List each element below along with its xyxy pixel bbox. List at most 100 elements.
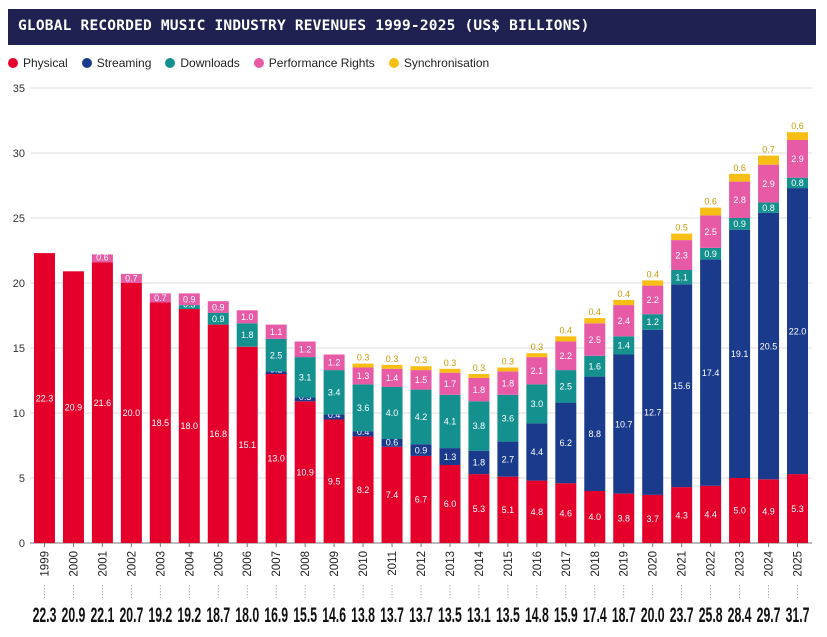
bar-physical (468, 474, 490, 543)
x-tick-label: 2019 (619, 551, 631, 577)
y-tick-label: 15 (13, 343, 25, 355)
data-label: 2.9 (762, 179, 775, 189)
bar-synchronisation (613, 299, 635, 306)
chart-title: GLOBAL RECORDED MUSIC INDUSTRY REVENUES … (18, 18, 590, 34)
bar-physical (236, 346, 258, 543)
bar-physical (149, 302, 171, 543)
bar-streaming (700, 259, 722, 486)
data-label: 2.2 (560, 351, 573, 361)
x-tick-label: 2016 (532, 551, 544, 577)
data-label: 0.8 (791, 178, 804, 188)
bar-synchronisation (410, 366, 432, 371)
legend-swatch (165, 58, 176, 68)
legend-label: Performance Rights (268, 56, 375, 70)
bar-physical (555, 483, 577, 543)
data-label: 17.4 (702, 368, 720, 378)
x-tick-label: 2000 (68, 551, 80, 577)
data-label: 0.9 (212, 302, 225, 312)
bar-downloads (178, 305, 200, 309)
bar-streaming (729, 229, 751, 478)
bar-downloads (323, 370, 345, 415)
bar-performance-rights (294, 341, 316, 358)
data-label: 1.1 (675, 272, 688, 282)
bar-physical (120, 283, 142, 543)
legend-item-1: Streaming (81, 56, 152, 70)
data-label: 0.3 (531, 342, 544, 352)
data-label: 0.4 (560, 325, 573, 335)
data-label: 0.7 (125, 274, 138, 284)
data-label: 2.2 (646, 295, 659, 305)
bar-performance-rights (149, 293, 171, 303)
data-label: 1.2 (299, 345, 312, 355)
data-label: 8.8 (589, 429, 602, 439)
bar-downloads (584, 355, 606, 377)
bar-performance-rights (91, 254, 113, 263)
total-label: 18.7 (206, 602, 230, 627)
x-tick-label: 2010 (358, 551, 370, 577)
total-label: 22.3 (33, 602, 57, 627)
bar-performance-rights (555, 341, 577, 371)
data-label: 4.1 (444, 417, 457, 427)
bar-downloads (671, 270, 693, 285)
data-label: 2.9 (791, 154, 804, 164)
bar-downloads (758, 202, 780, 213)
legend-swatch (81, 58, 92, 68)
total-label: 25.8 (699, 602, 723, 627)
data-label: 0.9 (183, 294, 196, 304)
bar-performance-rights (352, 367, 374, 385)
bar-synchronisation (555, 336, 577, 342)
bar-physical (642, 494, 664, 543)
data-label: 0.7 (154, 293, 167, 303)
data-label: 1.2 (328, 358, 341, 368)
bar-streaming (265, 371, 287, 374)
bar-streaming (439, 448, 461, 465)
bar-physical (410, 455, 432, 543)
bar-performance-rights (323, 354, 345, 371)
bar-streaming (671, 284, 693, 488)
x-tick-label: 2006 (242, 551, 254, 577)
data-label: 20.0 (123, 408, 141, 418)
bar-streaming (381, 439, 403, 447)
data-label: 18.5 (152, 418, 170, 428)
bar-downloads (236, 323, 258, 347)
data-label: 0.4 (328, 410, 341, 420)
x-tick-label: 2003 (155, 551, 167, 577)
bar-physical (729, 478, 751, 543)
bar-physical (613, 493, 635, 543)
bar-downloads (352, 384, 374, 432)
data-label: 5.3 (791, 504, 804, 514)
legend-item-0: Physical (8, 56, 68, 70)
bar-synchronisation (642, 280, 664, 286)
data-label: 4.6 (560, 508, 573, 518)
bar-streaming (410, 444, 432, 456)
x-tick-label: 2022 (706, 551, 718, 577)
total-label: 15.5 (293, 602, 317, 627)
data-label: 2.5 (560, 382, 573, 392)
bar-performance-rights (410, 370, 432, 390)
data-label: 0.6 (733, 163, 746, 173)
data-label: 18.0 (181, 421, 199, 431)
data-label: 3.4 (328, 387, 341, 397)
data-label: 20.9 (65, 402, 83, 412)
total-label: 31.7 (786, 602, 810, 627)
total-label: 16.9 (264, 602, 288, 627)
bar-performance-rights (439, 372, 461, 395)
data-label: 3.1 (299, 372, 312, 382)
bar-physical (323, 419, 345, 543)
data-label: 4.0 (386, 408, 399, 418)
data-label: 2.1 (531, 366, 544, 376)
total-label: 14.8 (525, 602, 549, 627)
legend-label: Streaming (96, 56, 152, 70)
data-label: 0.6 (386, 437, 399, 447)
x-tick-label: 2014 (474, 550, 486, 576)
bar-performance-rights (642, 285, 664, 315)
bar-performance-rights (265, 324, 287, 339)
bar-streaming (352, 431, 374, 437)
data-label: 1.4 (617, 341, 630, 351)
bar-performance-rights (787, 140, 809, 178)
legend-swatch (8, 58, 18, 68)
bar-streaming (468, 450, 490, 475)
bar-physical (294, 401, 316, 543)
bar-streaming (555, 402, 577, 484)
